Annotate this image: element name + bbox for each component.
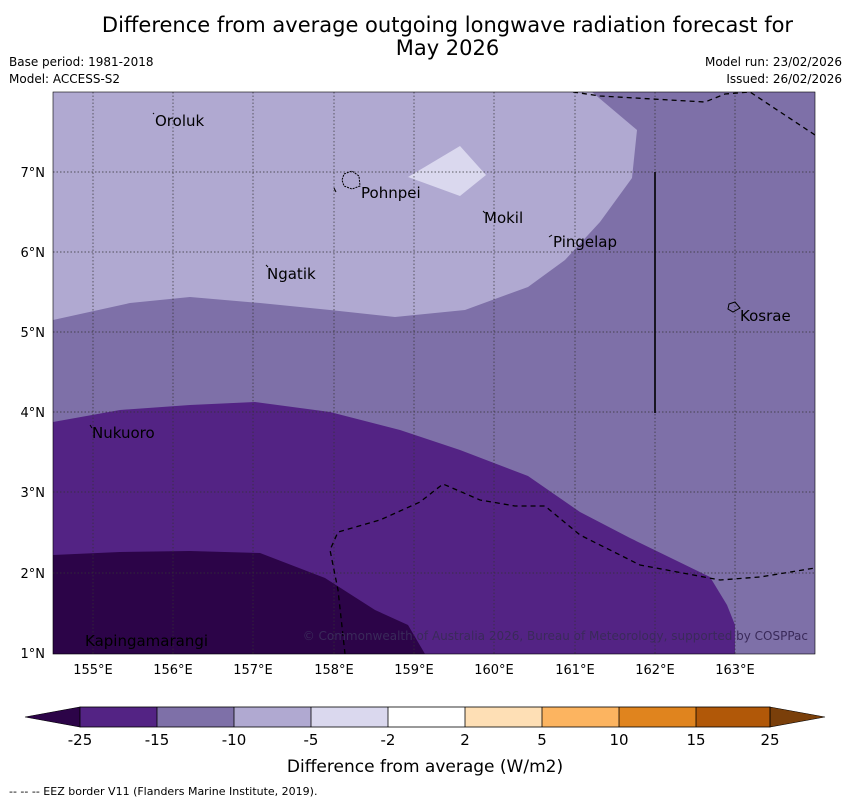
colorbar: -25 -15 -10 -5 -2 2 5 10 15 25 Differenc… — [24, 706, 826, 777]
pohnpei-island-outline — [341, 170, 361, 190]
copyright-notice: © Commonwealth of Australia 2026, Bureau… — [303, 629, 808, 643]
colorbar-bin — [542, 707, 619, 727]
title-line-2: May 2026 — [395, 36, 500, 60]
band-minus5-minus2 — [408, 146, 486, 196]
model-run: Model run: 23/02/2026 — [704, 55, 842, 69]
eez-footnote: -- -- -- EEZ border V11 (Flanders Marine… — [9, 785, 318, 798]
lon-tick: 159°E — [394, 663, 434, 678]
colorbar-dividers — [156, 707, 697, 727]
lon-tick: 157°E — [233, 663, 273, 678]
eez-borders — [329, 92, 815, 654]
label-mokil: Mokil — [484, 209, 523, 227]
colorbar-ticks: -25 -15 -10 -5 -2 2 5 10 15 25 — [68, 731, 780, 749]
label-pohnpei: Pohnpei — [361, 184, 421, 202]
ant-atoll-outline — [333, 187, 337, 193]
lat-tick: 1°N — [21, 647, 46, 662]
lon-tick: 158°E — [314, 663, 354, 678]
lat-tick: 6°N — [21, 246, 46, 261]
island-outlines — [89, 112, 741, 429]
lat-tick: 5°N — [21, 326, 46, 341]
map-area: Oroluk Pohnpei Mokil Pingelap Ngatik Kos… — [53, 92, 815, 654]
colorbar-tick: 10 — [609, 731, 628, 749]
label-nukuoro: Nukuoro — [92, 424, 155, 442]
label-kosrae: Kosrae — [740, 307, 791, 325]
colorbar-tick: 2 — [460, 731, 470, 749]
base-period: Base period: 1981-2018 — [9, 55, 154, 69]
title-line-1: Difference from average outgoing longwav… — [101, 13, 794, 37]
colorbar-bin — [234, 707, 311, 727]
colorbar-tick: -5 — [304, 731, 319, 749]
lon-tick: 162°E — [635, 663, 675, 678]
lon-tick: 155°E — [73, 663, 113, 678]
place-labels: Oroluk Pohnpei Mokil Pingelap Ngatik Kos… — [85, 112, 791, 650]
issued-date: Issued: 26/02/2026 — [726, 72, 842, 86]
colorbar-bin — [80, 707, 157, 727]
oroluk-islet — [152, 112, 155, 115]
colorbar-tick: 25 — [760, 731, 779, 749]
lon-tick: 161°E — [555, 663, 595, 678]
lon-tick: 156°E — [153, 663, 193, 678]
lat-tick: 4°N — [21, 406, 46, 421]
colorbar-bin — [696, 707, 770, 727]
colorbar-tick: -25 — [68, 731, 93, 749]
lat-tick: 2°N — [21, 567, 46, 582]
colorbar-tick: 5 — [537, 731, 547, 749]
colorbar-bin — [388, 707, 465, 727]
lon-axis-ticks: 155°E 156°E 157°E 158°E 159°E 160°E 161°… — [73, 663, 755, 678]
band-minus10-minus5 — [53, 92, 637, 320]
kosrae-island-outline — [727, 301, 741, 313]
colorbar-frame — [79, 706, 771, 728]
model-name: Model: ACCESS-S2 — [9, 72, 121, 86]
meta-right: Model run: 23/02/2026 Issued: 26/02/2026 — [705, 54, 842, 88]
chart-title: Difference from average outgoing longwav… — [0, 14, 850, 60]
colorbar-bin — [465, 707, 542, 727]
label-pingelap: Pingelap — [553, 233, 617, 251]
colorbar-bin — [619, 707, 696, 727]
colorbar-bin — [311, 707, 388, 727]
ngatik-islet — [265, 264, 269, 268]
mokil-islet — [482, 210, 486, 214]
colorbar-tick: -2 — [381, 731, 396, 749]
nukuoro-islet — [89, 424, 93, 429]
label-ngatik: Ngatik — [267, 265, 316, 283]
label-oroluk: Oroluk — [155, 112, 204, 130]
map-frame — [52, 91, 816, 655]
colorbar-below-extension — [24, 706, 81, 728]
lat-axis-ticks: 1°N 2°N 3°N 4°N 5°N 6°N 7°N — [21, 166, 46, 662]
colorbar-label: Difference from average (W/m2) — [287, 757, 563, 777]
colorbar-tick: -15 — [145, 731, 170, 749]
colorbar-tick: 15 — [686, 731, 705, 749]
band-below-minus25 — [53, 551, 425, 654]
colorbar-tick: -10 — [222, 731, 247, 749]
colorbar-bin — [157, 707, 234, 727]
lat-tick: 7°N — [21, 166, 46, 181]
lon-tick: 163°E — [715, 663, 755, 678]
pingelap-islet — [548, 234, 553, 238]
meta-left: Base period: 1981-2018 Model: ACCESS-S2 — [9, 54, 154, 88]
lon-tick: 160°E — [474, 663, 514, 678]
colorbar-above-extension — [769, 706, 826, 728]
lat-tick: 3°N — [21, 486, 46, 501]
label-kapingamarangi: Kapingamarangi — [85, 632, 208, 650]
